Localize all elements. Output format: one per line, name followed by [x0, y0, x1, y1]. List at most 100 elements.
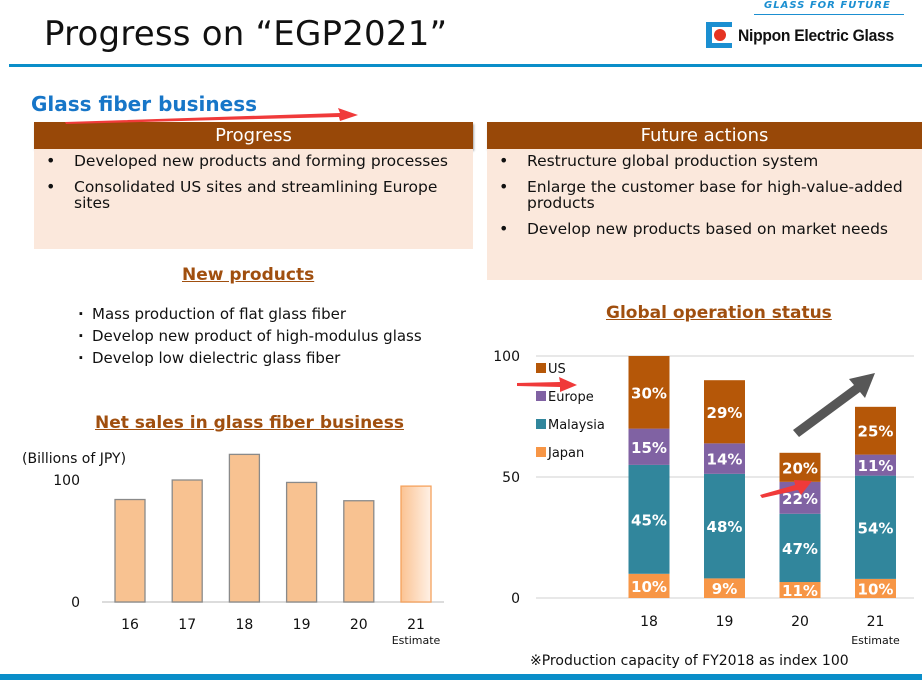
title-divider	[9, 64, 922, 67]
new-products-heading: New products	[182, 265, 315, 285]
future-actions-heading: Future actions	[487, 122, 922, 149]
net-sales-x-label: 20	[350, 617, 368, 633]
legend-swatch-us	[536, 363, 546, 373]
progress-list-container: Developed new products and forming proce…	[34, 149, 473, 249]
ops-segment-label: 9%	[712, 580, 737, 598]
net-sales-y-tick: 100	[53, 473, 80, 489]
page-title: Progress on “EGP2021”	[44, 14, 448, 54]
ops-y-tick: 100	[493, 349, 520, 365]
net-sales-bar	[400, 485, 432, 603]
brand-name: Nippon Electric Glass	[738, 26, 894, 45]
ops-bar-segment-japan	[628, 573, 670, 598]
chart-footnote: ※Production capacity of FY2018 as index …	[530, 653, 849, 669]
legend-label-japan: Japan	[547, 446, 584, 461]
ops-bar-segment-europe	[628, 428, 670, 465]
red-legend-arrow	[517, 377, 577, 392]
company-logo: GLASS FOR FUTURE Nippon Electric Glass	[706, 0, 922, 56]
progress-box: Progress Developed new products and form…	[34, 122, 473, 249]
ops-segment-label: 14%	[707, 451, 743, 469]
ops-bar-segment-us	[704, 380, 745, 444]
new-product-item: Develop low dielectric glass fiber	[78, 347, 422, 369]
future-action-item: Develop new products based on market nee…	[487, 221, 922, 237]
tagline-underline	[754, 14, 904, 15]
net-sales-x-label: 17	[178, 617, 196, 633]
ops-bar-segment-europe	[704, 443, 745, 474]
net-sales-y-tick: 0	[71, 595, 80, 611]
future-action-item: Restructure global production system	[487, 153, 922, 169]
ops-segment-label: 29%	[707, 404, 743, 422]
ops-bar-segment-malaysia	[628, 464, 670, 574]
ops-segment-label: 11%	[858, 457, 894, 475]
net-sales-x-label: 21	[407, 617, 425, 633]
ops-y-tick: 50	[502, 470, 520, 486]
ops-x-label: 20	[791, 614, 809, 630]
ops-segment-label: 30%	[631, 384, 667, 402]
logo-mark-icon	[706, 22, 732, 48]
ops-segment-label: 47%	[782, 540, 818, 558]
legend-label-malaysia: Malaysia	[548, 418, 605, 433]
legend-label-us: US	[548, 362, 566, 377]
net-sales-y-axis-label: (Billions of JPY)	[22, 451, 126, 467]
footer-divider	[0, 674, 922, 680]
progress-heading: Progress	[34, 122, 473, 149]
ops-segment-label: 48%	[707, 518, 743, 536]
net-sales-chart-title: Net sales in glass fiber business	[95, 413, 404, 433]
ops-bar-segment-us	[779, 452, 821, 482]
ops-segment-label: 20%	[782, 459, 818, 477]
net-sales-bar	[343, 500, 375, 603]
legend-swatch-japan	[536, 447, 546, 457]
ops-segment-label: 25%	[858, 423, 894, 441]
future-action-item: Enlarge the customer base for high-value…	[487, 179, 922, 211]
net-sales-x-label: 16	[121, 617, 139, 633]
ops-bar-segment-us	[855, 406, 896, 455]
ops-bar-segment-japan	[779, 582, 821, 598]
ops-bar-segment-europe	[855, 454, 896, 476]
progress-item: Developed new products and forming proce…	[34, 153, 473, 169]
gray-upward-trend-arrow	[793, 373, 875, 437]
ops-bar-segment-malaysia	[855, 475, 896, 579]
logo-tagline: GLASS FOR FUTURE	[764, 0, 891, 11]
ops-segment-label: 54%	[858, 519, 894, 537]
ops-segment-label: 15%	[631, 439, 667, 457]
section-title: Glass fiber business	[31, 92, 257, 116]
ops-bar-segment-malaysia	[779, 513, 821, 583]
net-sales-x-label: 19	[293, 617, 311, 633]
ops-segment-label: 45%	[631, 511, 667, 529]
net-sales-bar	[228, 453, 261, 603]
red-bar-arrow	[760, 480, 812, 498]
net-sales-bar	[285, 481, 318, 603]
ops-segment-label: 10%	[631, 578, 667, 596]
progress-item: Consolidated US sites and streamlining E…	[34, 179, 473, 211]
ops-segment-label: 10%	[858, 580, 894, 598]
net-sales-chart: (Billions of JPY) 0 100 16 17 18 19 20 21Estim…	[22, 451, 444, 647]
net-sales-x-label: 18	[235, 617, 253, 633]
ops-bar-segment-malaysia	[704, 473, 745, 579]
global-operation-chart: 0 50 100 10% 45% 15% 30% 9% 48% 14% 29% 11% 47% 22% 2…	[493, 349, 914, 647]
ops-y-tick: 0	[511, 591, 520, 607]
ops-x-sublabel: Estimate	[851, 634, 900, 647]
ops-segment-label: 11%	[782, 582, 818, 600]
global-operation-chart-title: Global operation status	[606, 303, 832, 323]
net-sales-x-sublabel: Estimate	[392, 634, 441, 647]
net-sales-bar	[171, 479, 203, 603]
ops-bar-segment-us	[628, 356, 670, 429]
future-actions-list-container: Restructure global production system Enl…	[487, 149, 922, 280]
ops-x-label: 19	[716, 614, 734, 630]
new-product-item: Mass production of flat glass fiber	[78, 303, 422, 325]
ops-bar-segment-japan	[855, 578, 896, 598]
ops-segment-label: 22%	[782, 490, 818, 508]
new-products-list: Mass production of flat glass fiber Deve…	[78, 303, 422, 369]
future-actions-box: Future actions Restructure global produc…	[487, 122, 922, 280]
ops-x-label: 18	[640, 614, 658, 630]
ops-x-label: 21	[867, 614, 885, 630]
legend-swatch-europe	[536, 391, 546, 401]
red-annotation-arrow	[65, 108, 358, 124]
ops-bar-segment-japan	[704, 578, 745, 598]
future-actions-list: Restructure global production system Enl…	[487, 153, 922, 237]
net-sales-bar	[114, 498, 146, 603]
legend-label-europe: Europe	[548, 390, 594, 405]
new-product-item: Develop new product of high-modulus glas…	[78, 325, 422, 347]
progress-list: Developed new products and forming proce…	[34, 153, 473, 211]
legend-swatch-malaysia	[536, 419, 546, 429]
